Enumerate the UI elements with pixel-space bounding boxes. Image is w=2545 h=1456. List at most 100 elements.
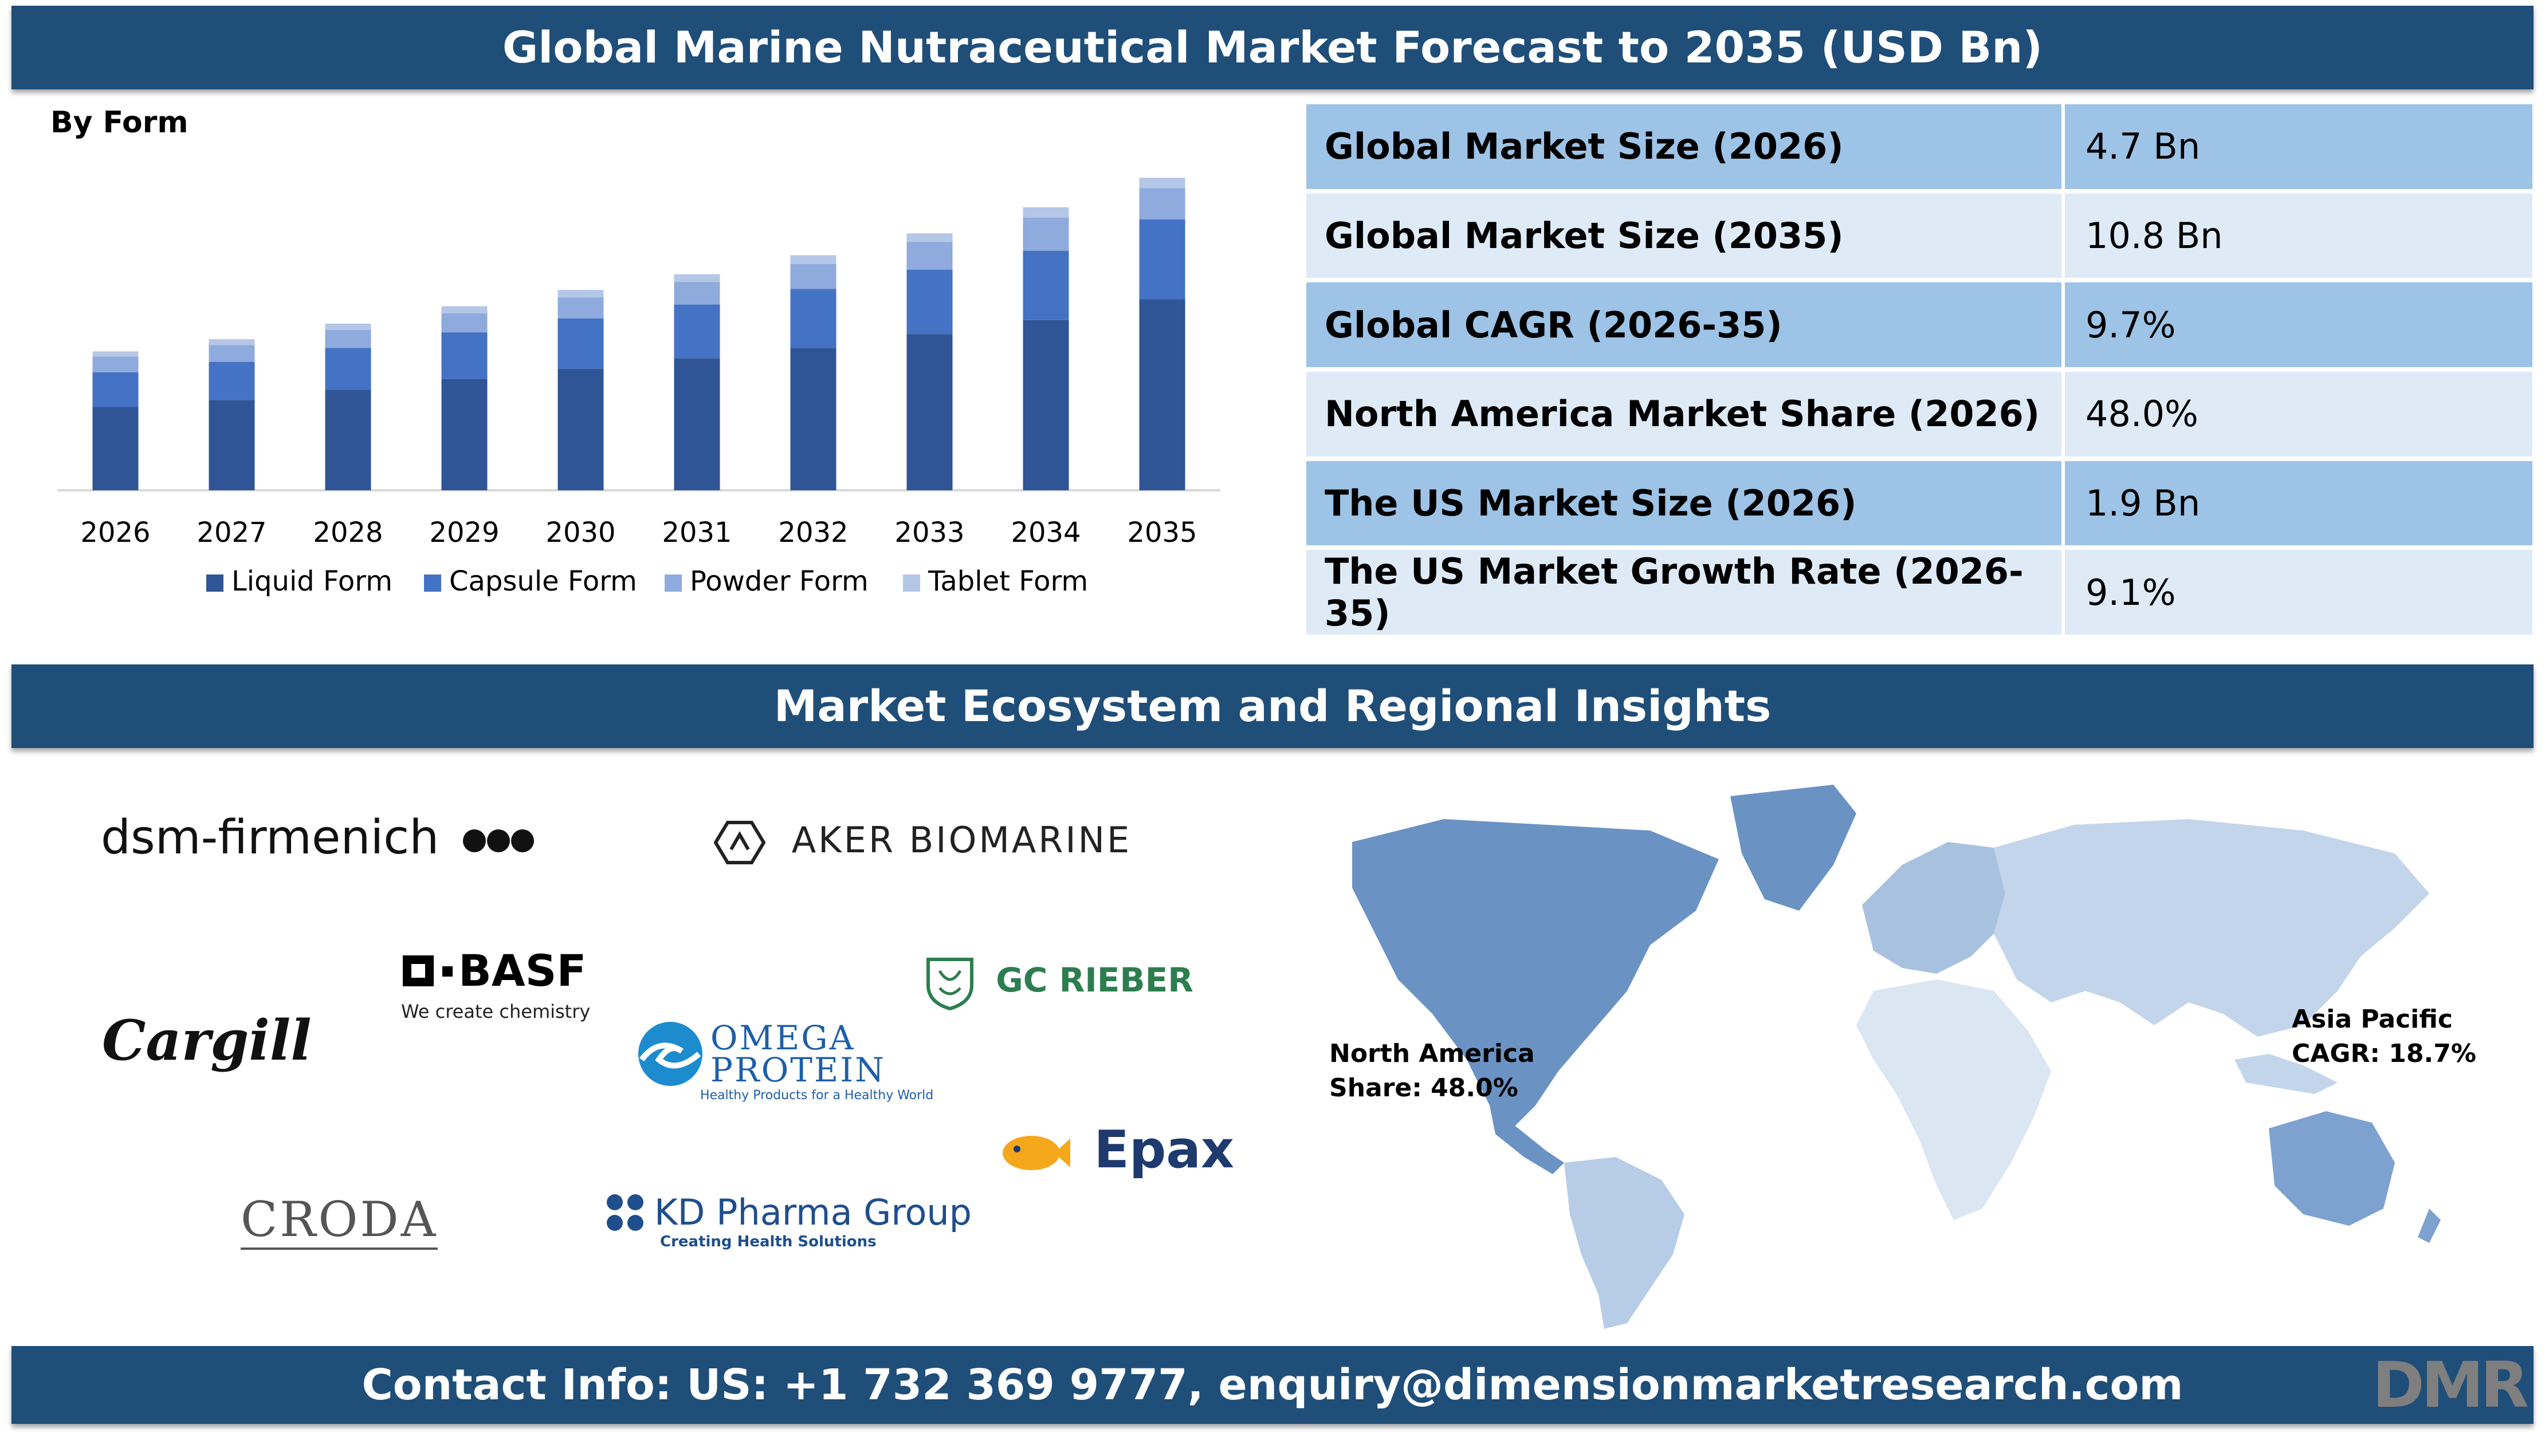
kpi-row: The US Market Growth Rate (2026-35) 9.1%	[1306, 550, 2532, 635]
epax-fish-icon	[1003, 1136, 1070, 1171]
bar-segment-tablet-form	[674, 274, 720, 282]
croda-logo: CRODA	[241, 1191, 438, 1250]
omega-logo-text-2: PROTEIN	[710, 1050, 886, 1089]
bar-segment-capsule-form	[790, 289, 836, 348]
bar-segment-capsule-form	[441, 332, 488, 379]
kpi-table: Global Market Size (2026) 4.7 Bn Global …	[1306, 104, 2532, 635]
gc-rieber-logo: GC RIEBER	[922, 954, 1193, 1011]
kpi-label: The US Market Size (2026)	[1306, 461, 2061, 546]
dsm-dots-icon	[463, 829, 535, 852]
kpi-label: North America Market Share (2026)	[1306, 372, 2061, 457]
map-new-zealand	[2418, 1209, 2441, 1243]
kd-pharma-logo: KD Pharma Group Creating Health Solution…	[605, 1191, 972, 1250]
legend-label: Liquid Form	[231, 565, 392, 597]
kpi-row: Global Market Size (2035) 10.8 Bn	[1306, 193, 2532, 278]
bar-segment-liquid-form	[325, 389, 371, 490]
bar-segment-capsule-form	[1023, 250, 1069, 320]
chart-canvas: 2026 2027 2028 2029 2030 2031 2032 2033 2034 2035…	[57, 178, 1220, 597]
omega-protein-logo: OMEGA PROTEIN Healthy Products for a Hea…	[636, 1020, 933, 1103]
bar-segment-liquid-form	[1139, 299, 1185, 490]
croda-logo-text: CRODA	[241, 1191, 438, 1250]
legend-label: Powder Form	[690, 565, 869, 597]
kpi-label: Global CAGR (2026-35)	[1306, 282, 2061, 368]
bar-segment-tablet-form	[557, 290, 604, 298]
bar-segment-powder-form	[674, 282, 720, 305]
x-tick-label: 2031	[662, 517, 732, 549]
map-africa	[1856, 979, 2051, 1220]
section-title: Market Ecosystem and Regional Insights	[11, 664, 2534, 748]
map-oceania	[2269, 1111, 2395, 1226]
asia-pacific-label-line2: CAGR: 18.7%	[2292, 1039, 2476, 1068]
bar-segment-capsule-form	[1139, 219, 1185, 300]
map-south-america	[1564, 1157, 1684, 1329]
stacked-bar-chart: By Form 2026 2027 2028 2029 2030 2031 2032 2033…	[11, 97, 1272, 636]
chart-subtitle: By Form	[50, 105, 188, 140]
bar-segment-powder-form	[790, 263, 836, 289]
map-greenland	[1730, 785, 1856, 911]
page-title: Global Marine Nutraceutical Market Forec…	[11, 6, 2534, 89]
legend-swatch	[424, 574, 441, 592]
map-europe	[1862, 842, 2005, 974]
kpi-row: Global Market Size (2026) 4.7 Bn	[1306, 104, 2532, 189]
bar-segment-tablet-form	[790, 255, 836, 264]
kpi-row: Global CAGR (2026-35) 9.7%	[1306, 282, 2532, 368]
legend-label: Capsule Form	[449, 565, 637, 597]
basf-square-icon	[403, 955, 434, 986]
legend-item: Liquid Form	[206, 565, 392, 597]
bar-segment-liquid-form	[674, 358, 720, 490]
bar-segment-capsule-form	[674, 304, 720, 359]
legend-item: Capsule Form	[424, 565, 637, 597]
epax-logo: Epax	[991, 1120, 1234, 1180]
x-tick-label: 2027	[197, 517, 266, 549]
dsm-firmenich-logo-text: dsm-firmenich	[101, 810, 439, 865]
world-map-svg	[1352, 785, 2441, 1329]
kd-logo-text: KD Pharma Group	[654, 1191, 972, 1233]
kpi-label: The US Market Growth Rate (2026-35)	[1306, 550, 2061, 635]
bar-segment-capsule-form	[557, 318, 604, 369]
x-tick-label: 2026	[80, 517, 150, 549]
bar-segment-powder-form	[209, 345, 255, 362]
asia-pacific-label-line1: Asia Pacific	[2292, 1005, 2453, 1034]
omega-wave-icon	[638, 1022, 702, 1086]
bar-segment-liquid-form	[1023, 320, 1069, 490]
bar-segment-powder-form	[906, 242, 953, 270]
north-america-label-line1: North America	[1329, 1039, 1535, 1068]
omega-logo-text-1: OMEGA	[710, 1018, 855, 1057]
dsm-firmenich-logo: dsm-firmenich	[101, 810, 536, 865]
world-map: North America Share: 48.0% Asia Pacific …	[1329, 762, 2532, 1335]
legend-swatch	[903, 574, 920, 592]
epax-logo-text: Epax	[1094, 1120, 1235, 1180]
x-tick-label: 2033	[894, 517, 964, 549]
legend-label: Tablet Form	[928, 565, 1088, 597]
kd-dots-icon	[607, 1194, 643, 1231]
aker-biomarine-logo-text: AKER BIOMARINE	[791, 819, 1132, 861]
basf-logo-text: BASF	[458, 945, 587, 996]
bar-segment-liquid-form	[92, 407, 139, 490]
kpi-value: 1.9 Bn	[2061, 461, 2532, 546]
dmr-logo: DMR	[2372, 1346, 2529, 1424]
bar-segment-capsule-form	[325, 348, 371, 390]
kpi-row: North America Market Share (2026) 48.0%	[1306, 372, 2532, 457]
bar-segment-powder-form	[1023, 218, 1069, 251]
bar-segment-liquid-form	[209, 400, 255, 490]
gc-rieber-logo-text: GC RIEBER	[996, 961, 1193, 1000]
bar-segment-tablet-form	[92, 351, 139, 357]
bar-segment-capsule-form	[92, 372, 139, 407]
map-southeast-asia	[2234, 1054, 2338, 1094]
aker-biomarine-logo: AKER BIOMARINE	[713, 819, 1132, 865]
bar-segment-powder-form	[557, 297, 604, 318]
kpi-value: 9.1%	[2061, 550, 2532, 635]
bar-segment-powder-form	[441, 313, 488, 333]
asia-pacific-label: Asia Pacific CAGR: 18.7%	[2292, 1002, 2476, 1071]
x-tick-label: 2032	[778, 517, 848, 549]
omega-tagline: Healthy Products for a Healthy World	[700, 1088, 934, 1103]
bar-segment-tablet-form	[325, 323, 371, 330]
kpi-value: 48.0%	[2061, 372, 2532, 457]
bar-segment-tablet-form	[1023, 207, 1069, 218]
x-tick-label: 2029	[429, 517, 499, 549]
dmr-logo-text: DMR	[2372, 1348, 2529, 1422]
gc-rieber-crest-icon	[926, 958, 973, 1011]
x-tick-label: 2030	[545, 517, 615, 549]
x-tick-label: 2035	[1127, 517, 1197, 549]
kpi-label: Global Market Size (2026)	[1306, 104, 2061, 189]
